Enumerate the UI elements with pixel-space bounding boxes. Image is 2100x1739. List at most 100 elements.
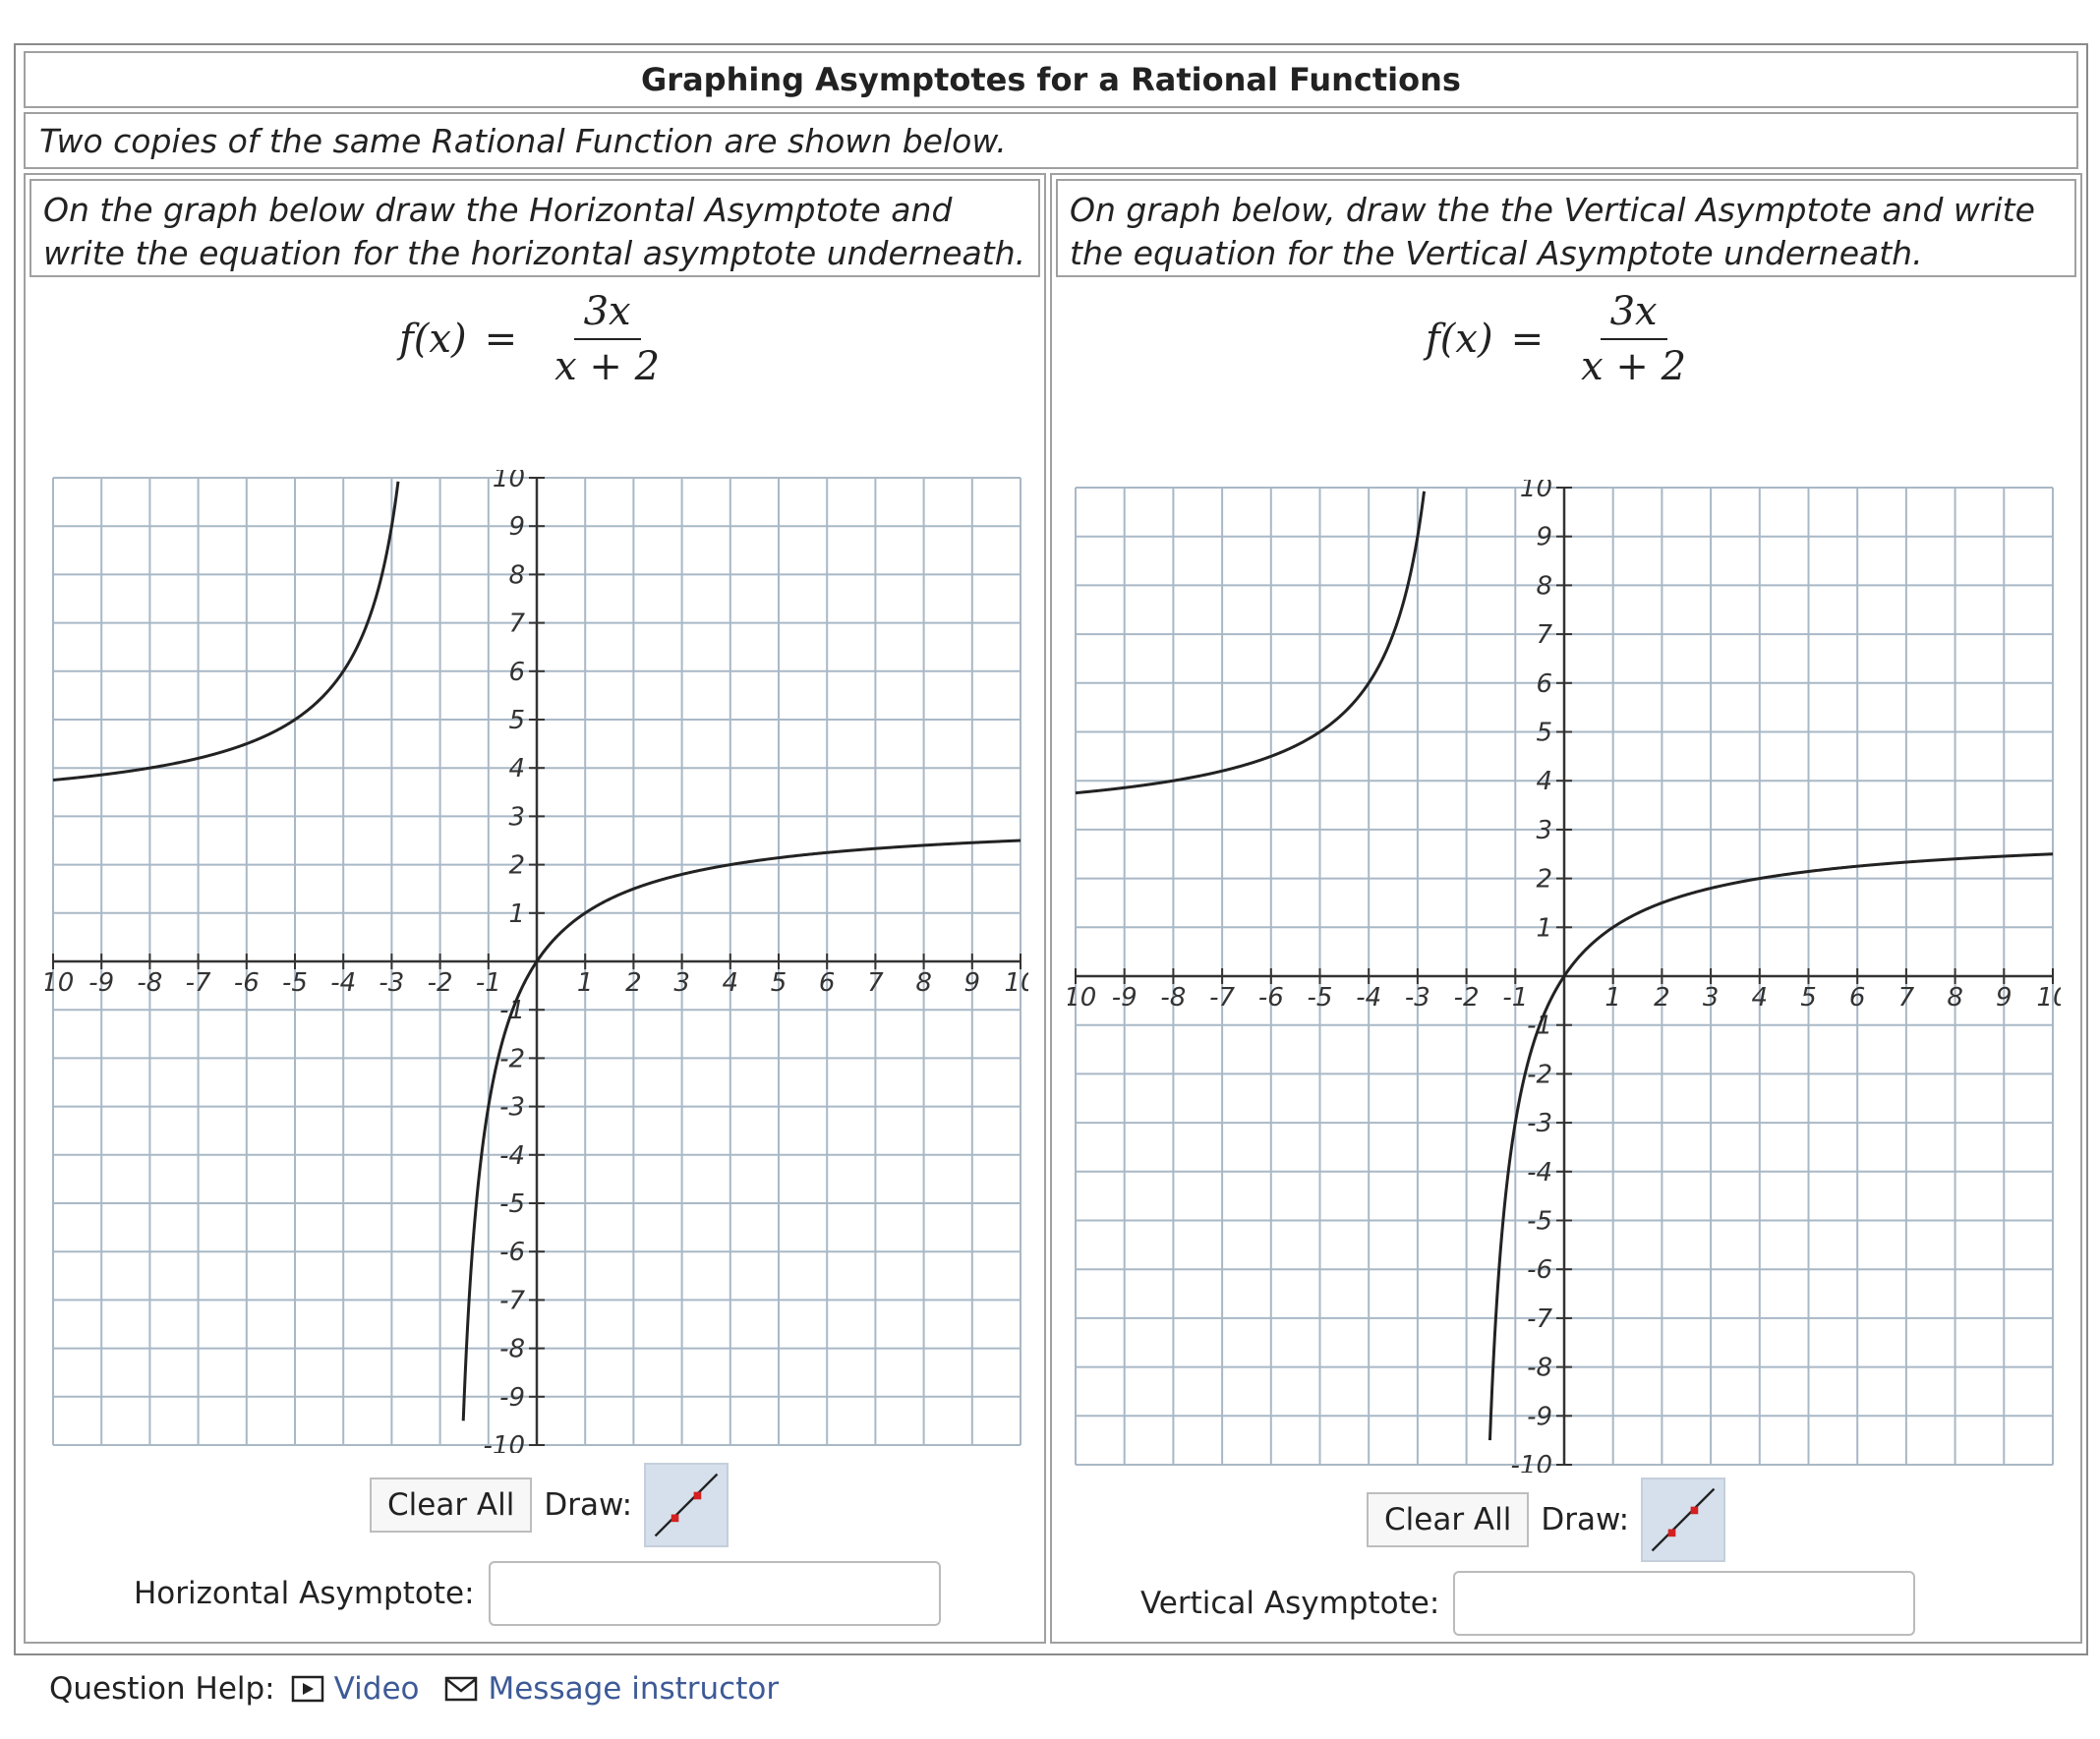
formula-lhs: f(x) bbox=[399, 317, 467, 362]
y-tick-label: 9 bbox=[508, 512, 525, 542]
y-tick-label: 8 bbox=[1536, 571, 1552, 601]
x-tick-label: 5 bbox=[771, 968, 788, 998]
x-tick-label: -8 bbox=[137, 968, 162, 998]
y-tick-label: -3 bbox=[499, 1093, 525, 1123]
draw-label: Draw: bbox=[544, 1487, 633, 1523]
x-tick-label: 7 bbox=[1898, 983, 1915, 1013]
x-tick-label: -9 bbox=[1112, 983, 1138, 1013]
x-tick-label: 3 bbox=[1703, 983, 1720, 1013]
question-help-label: Question Help: bbox=[49, 1671, 275, 1707]
question-container: Graphing Asymptotes for a Rational Funct… bbox=[14, 43, 2088, 1655]
right-instruction: On graph below, draw the the Vertical As… bbox=[1056, 179, 2076, 277]
x-tick-label: 6 bbox=[1849, 983, 1866, 1013]
x-tick-label: -4 bbox=[1356, 983, 1381, 1013]
x-tick-label: -3 bbox=[379, 968, 404, 998]
x-tick-label: 10 bbox=[2036, 983, 2061, 1013]
formula-denominator: x + 2 bbox=[1581, 344, 1687, 389]
message-instructor-link[interactable]: Message instructor bbox=[488, 1671, 780, 1707]
y-tick-label: 1 bbox=[1536, 913, 1552, 943]
horizontal-asymptote-label: Horizontal Asymptote: bbox=[134, 1576, 475, 1611]
y-tick-label: 2 bbox=[1536, 865, 1552, 895]
question-title: Graphing Asymptotes for a Rational Funct… bbox=[24, 51, 2078, 108]
y-tick-label: -2 bbox=[1527, 1060, 1552, 1089]
right-graph-controls: Clear All Draw: bbox=[1367, 1478, 1726, 1562]
horizontal-asymptote-input[interactable] bbox=[488, 1561, 941, 1626]
left-formula: f(x) = 3x x + 2 bbox=[399, 285, 660, 393]
x-tick-label: -2 bbox=[1454, 983, 1480, 1013]
draw-label: Draw: bbox=[1541, 1502, 1630, 1537]
formula-equals: = bbox=[484, 317, 518, 362]
x-tick-label: 8 bbox=[1947, 983, 1963, 1013]
clear-all-button[interactable]: Clear All bbox=[1367, 1492, 1530, 1547]
y-tick-label: -9 bbox=[1527, 1402, 1552, 1431]
formula-numerator: 3x bbox=[1600, 289, 1667, 340]
x-tick-label: 9 bbox=[1996, 983, 2012, 1013]
x-tick-label: 2 bbox=[625, 968, 642, 998]
y-tick-label: 4 bbox=[1536, 767, 1552, 796]
y-tick-label: -7 bbox=[1527, 1304, 1552, 1334]
curve-left-branch bbox=[52, 481, 400, 782]
curve-left-branch bbox=[1075, 491, 1427, 795]
y-tick-label: -8 bbox=[499, 1335, 525, 1364]
x-tick-label: -7 bbox=[1209, 983, 1235, 1013]
y-tick-label: -6 bbox=[1527, 1255, 1552, 1285]
clear-all-button[interactable]: Clear All bbox=[370, 1478, 533, 1533]
right-formula: f(x) = 3x x + 2 bbox=[1426, 285, 1686, 393]
y-tick-label: -2 bbox=[499, 1044, 525, 1073]
formula-lhs: f(x) bbox=[1426, 317, 1493, 362]
left-graph-canvas[interactable]: -10-9-8-7-6-5-4-3-2-112345678910-10-9-8-… bbox=[45, 470, 1028, 1453]
x-tick-label: 1 bbox=[1604, 983, 1621, 1013]
y-tick-label: -4 bbox=[499, 1141, 525, 1171]
x-tick-label: 3 bbox=[673, 968, 690, 998]
vertical-asymptote-answer: Vertical Asymptote: bbox=[1140, 1571, 1916, 1636]
y-tick-label: -9 bbox=[499, 1383, 525, 1413]
horizontal-asymptote-panel: On the graph below draw the Horizontal A… bbox=[24, 173, 1046, 1644]
y-tick-label: 5 bbox=[508, 706, 525, 735]
y-tick-label: -3 bbox=[1527, 1109, 1552, 1138]
video-icon[interactable] bbox=[291, 1675, 324, 1703]
x-tick-label: -9 bbox=[88, 968, 114, 998]
question-help: Question Help: Video Message instructor bbox=[49, 1671, 804, 1707]
y-tick-label: 7 bbox=[508, 609, 525, 639]
y-tick-label: 9 bbox=[1536, 523, 1552, 552]
vertical-asymptote-label: Vertical Asymptote: bbox=[1140, 1586, 1440, 1621]
x-tick-label: 4 bbox=[723, 968, 739, 998]
x-tick-label: 7 bbox=[867, 968, 884, 998]
formula-denominator: x + 2 bbox=[554, 344, 661, 389]
x-tick-label: -5 bbox=[1308, 983, 1333, 1013]
x-tick-label: -10 bbox=[45, 968, 74, 998]
mail-icon[interactable] bbox=[444, 1675, 478, 1703]
x-tick-label: -8 bbox=[1160, 983, 1186, 1013]
x-tick-label: -6 bbox=[234, 968, 260, 998]
line-tool-icon[interactable] bbox=[644, 1463, 729, 1547]
curve-right-branch bbox=[461, 839, 1021, 1421]
line-tool-icon[interactable] bbox=[1641, 1478, 1726, 1562]
y-tick-label: 6 bbox=[508, 658, 525, 687]
left-instruction: On the graph below draw the Horizontal A… bbox=[29, 179, 1040, 277]
y-tick-label: 7 bbox=[1536, 620, 1552, 650]
x-tick-label: 2 bbox=[1654, 983, 1670, 1013]
y-tick-label: -5 bbox=[1527, 1207, 1552, 1237]
y-tick-label: -5 bbox=[499, 1189, 525, 1219]
question-intro: Two copies of the same Rational Function… bbox=[24, 112, 2078, 169]
y-tick-label: -4 bbox=[1527, 1158, 1552, 1188]
curve-right-branch bbox=[1488, 852, 2054, 1441]
y-tick-label: 6 bbox=[1536, 669, 1552, 699]
vertical-asymptote-input[interactable] bbox=[1453, 1571, 1916, 1636]
y-tick-label: 10 bbox=[1520, 480, 1552, 503]
y-tick-label: 8 bbox=[508, 560, 525, 590]
x-tick-label: 5 bbox=[1800, 983, 1817, 1013]
y-tick-label: -6 bbox=[499, 1238, 525, 1267]
x-tick-label: -1 bbox=[1502, 983, 1528, 1013]
video-link[interactable]: Video bbox=[333, 1671, 420, 1707]
y-tick-label: 3 bbox=[1536, 816, 1552, 845]
left-graph-controls: Clear All Draw: bbox=[370, 1463, 729, 1547]
right-graph-canvas[interactable]: -10-9-8-7-6-5-4-3-2-112345678910-10-9-8-… bbox=[1068, 480, 2061, 1473]
x-tick-label: -1 bbox=[476, 968, 501, 998]
x-tick-label: -10 bbox=[1068, 983, 1096, 1013]
formula-equals: = bbox=[1510, 317, 1545, 362]
x-tick-label: 1 bbox=[577, 968, 594, 998]
y-tick-label: 5 bbox=[1536, 719, 1552, 748]
x-tick-label: 9 bbox=[964, 968, 981, 998]
x-tick-label: 10 bbox=[1004, 968, 1028, 998]
